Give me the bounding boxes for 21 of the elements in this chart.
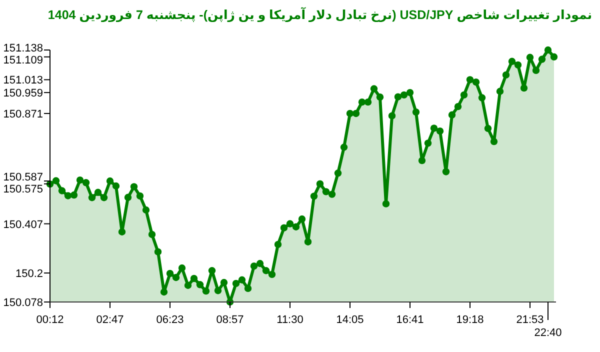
y-tick-label: 150.078	[3, 297, 43, 309]
y-tick-label: 151.013	[3, 74, 43, 87]
x-tick-label: 08:57	[216, 314, 244, 326]
y-tick-label: 151.138	[3, 42, 43, 54]
y-tick-label: 150.871	[3, 108, 43, 120]
x-tick-label: 02:47	[96, 314, 124, 326]
y-tick-label: 150.959	[3, 88, 43, 100]
x-tick-label: 16:41	[396, 314, 424, 326]
x-tick-label: 06:23	[156, 314, 184, 326]
x-tick-label: 11:30	[276, 314, 304, 326]
y-tick-label: 150.2	[15, 268, 43, 280]
x-tick-label: 22:40	[534, 327, 562, 339]
x-tick-label: 00:12	[36, 314, 64, 326]
y-tick-label: 150.587	[3, 171, 43, 184]
x-tick-label: 19:18	[456, 314, 484, 326]
x-tick-label: 14:05	[336, 314, 364, 326]
chart-title: نمودار تغییرات شاخص USD/JPY (نرخ تبادل دلار آمریکا و ین ژاپن)- پنجشنبه 7 فروردین 1404	[48, 7, 592, 23]
y-tick-label: 150.575	[3, 183, 43, 196]
y-tick-label: 150.407	[3, 218, 43, 231]
y-tick-label: 151.109	[3, 54, 43, 66]
x-tick-label: 21:53	[516, 314, 544, 326]
